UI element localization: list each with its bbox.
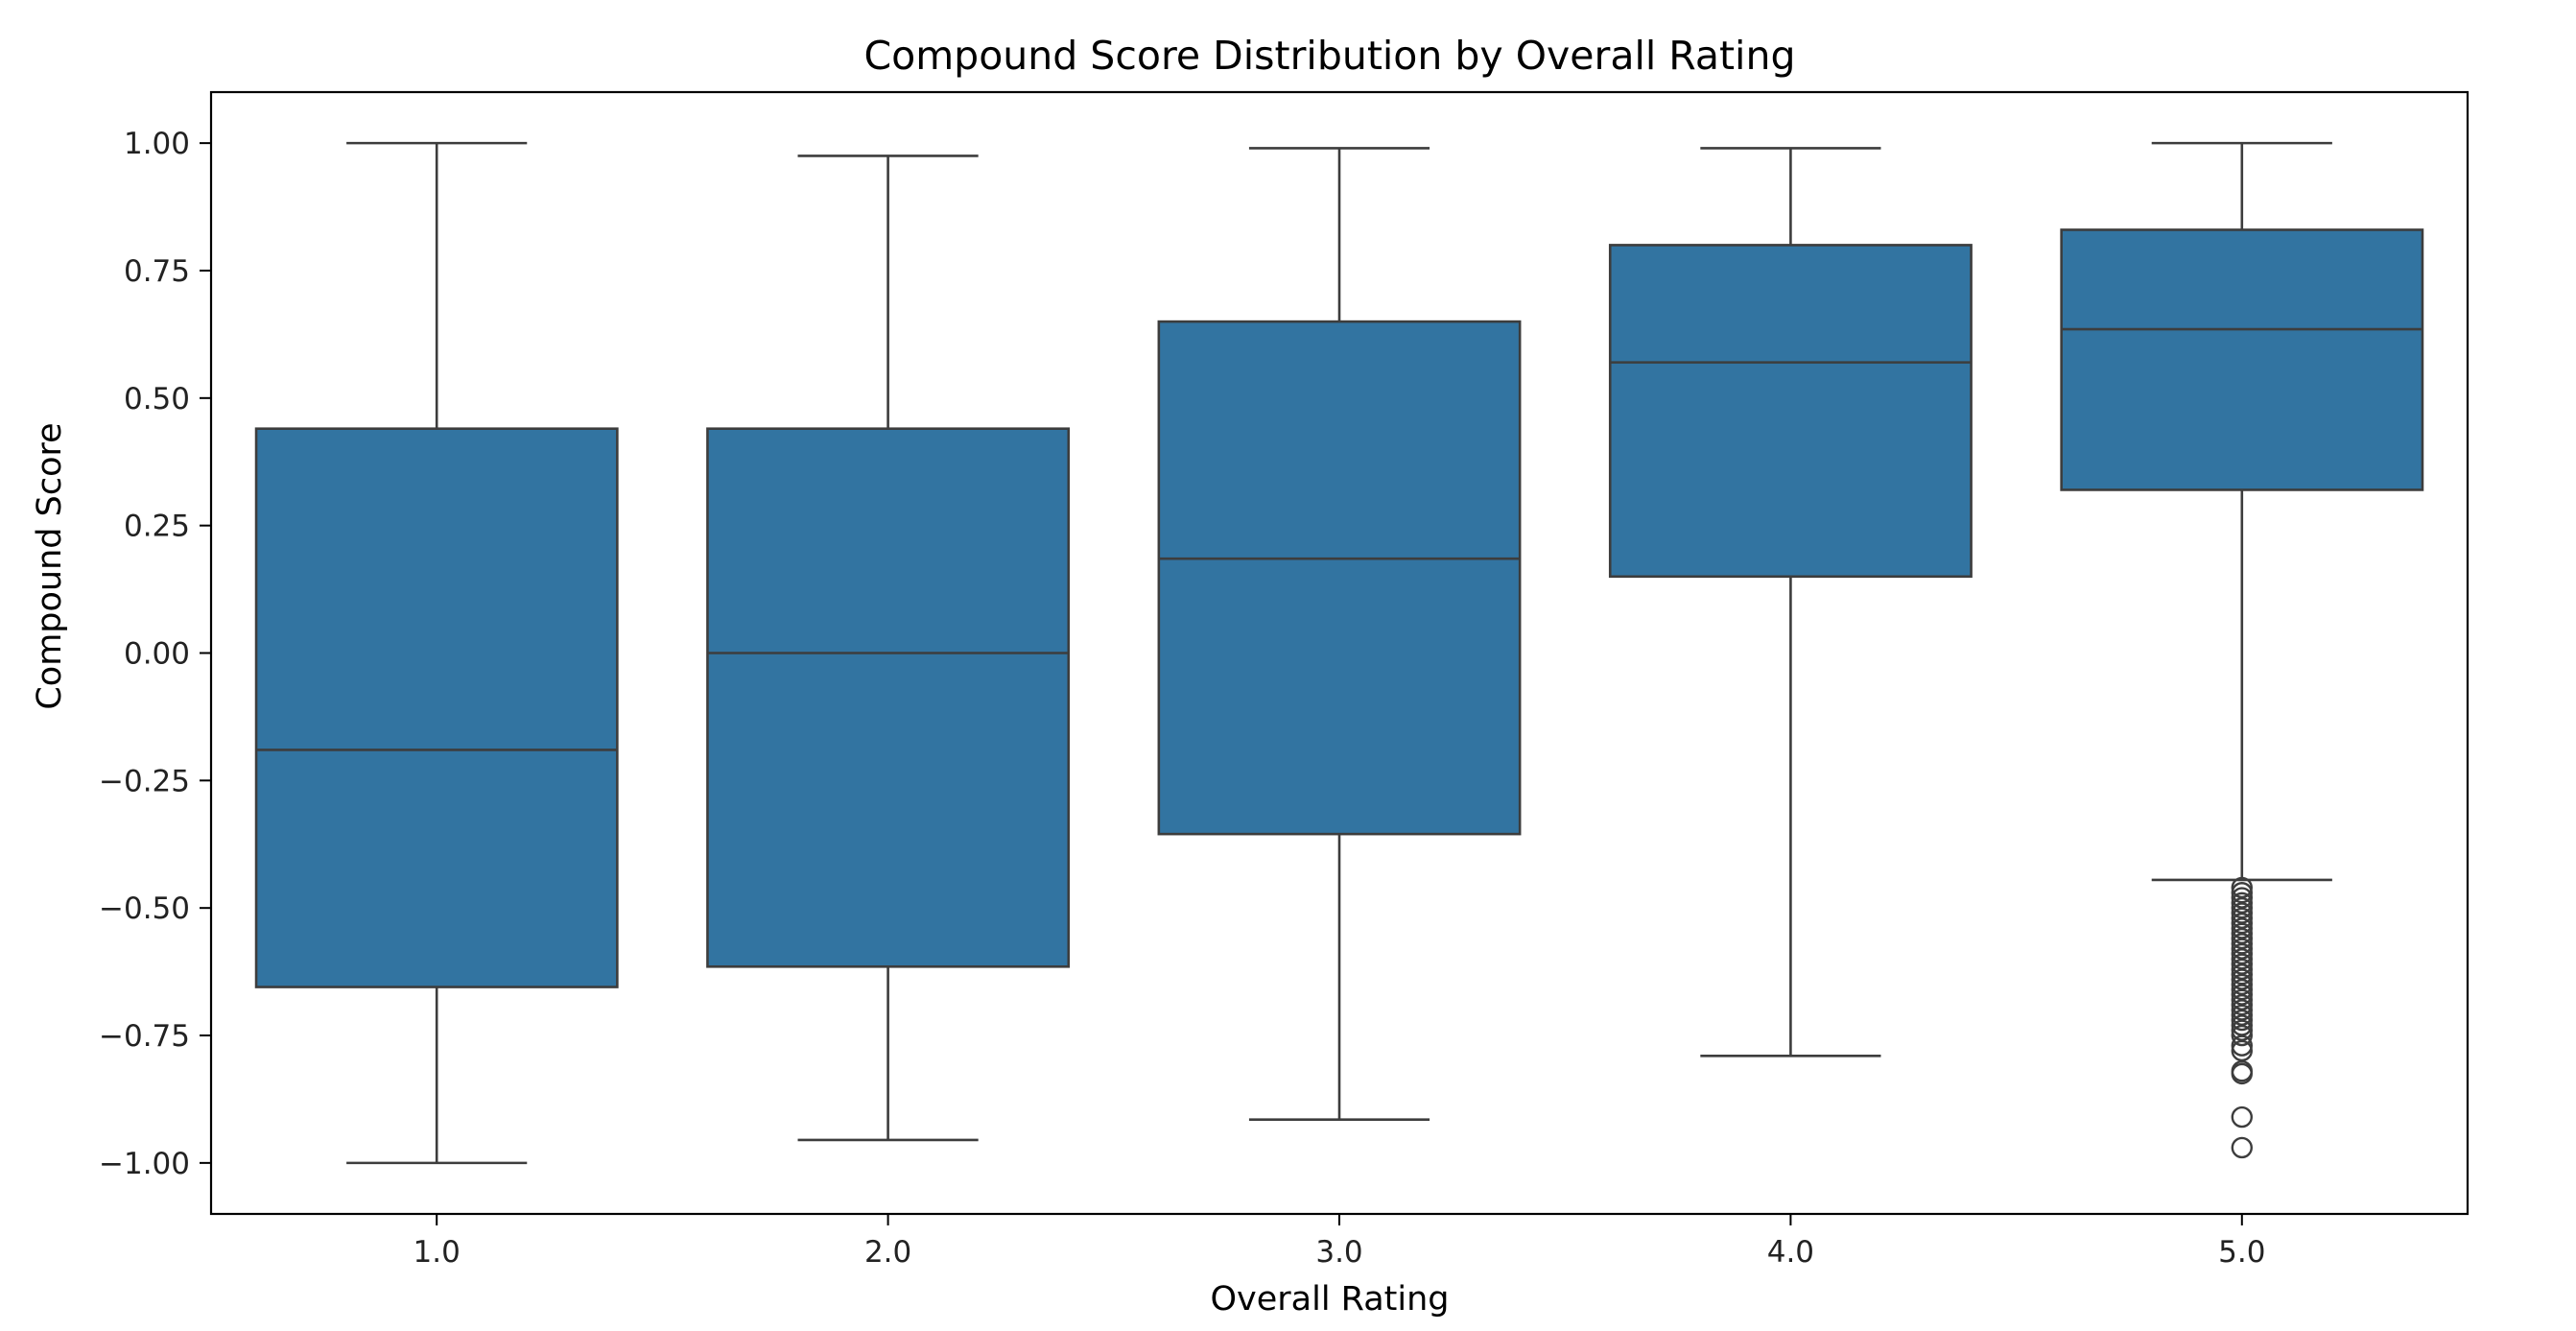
y-tick-label: 0.50 (124, 382, 190, 416)
y-tick-label: −0.75 (99, 1019, 190, 1054)
outlier-point (2231, 927, 2254, 950)
outlier-point (2231, 1014, 2254, 1036)
box-group-2.0 (706, 154, 1071, 1142)
outlier-point (2231, 999, 2254, 1021)
outlier-point (2231, 917, 2254, 939)
y-tick-label: 1.00 (124, 127, 190, 161)
plot-area: 1.0 2.0 3.0 4.0 5.0 1.00 0.75 0.50 0.25 0.00 −0.25… (99, 90, 2470, 1270)
outlier-point (2231, 882, 2254, 904)
outlier-point (2231, 958, 2254, 981)
outlier-point (2231, 938, 2254, 960)
iqr-box (1157, 320, 1522, 836)
outlier-point (2231, 978, 2254, 1001)
outlier-point (2231, 902, 2254, 924)
x-tick-label: 2.0 (864, 1235, 911, 1270)
iqr-box (2060, 228, 2424, 491)
outlier-point (2231, 922, 2254, 944)
outlier-point (2231, 907, 2254, 930)
y-tick-label: −1.00 (99, 1147, 190, 1181)
iqr-box (706, 427, 1071, 968)
outlier-point (2231, 1004, 2254, 1026)
outlier-point (2231, 1105, 2254, 1129)
box-group-4.0 (1608, 147, 1973, 1058)
box-group-1.0 (254, 141, 619, 1165)
outlier-point (2231, 876, 2254, 899)
y-tick-label: 0.75 (124, 254, 190, 289)
iqr-box (1608, 244, 1973, 579)
outlier-point (2231, 984, 2254, 1006)
outlier-point (2231, 953, 2254, 975)
y-axis-label: Compound Score (31, 422, 69, 709)
outlier-point (2231, 968, 2254, 990)
box-group-5.0 (2060, 141, 2424, 1159)
outlier-point (2231, 1062, 2254, 1085)
outlier-point (2231, 891, 2254, 915)
y-tick-label: 0.00 (124, 637, 190, 672)
outlier-point (2231, 973, 2254, 996)
outlier-point (2231, 942, 2254, 965)
outlier-point (2231, 1024, 2254, 1047)
outlier-point (2231, 887, 2254, 909)
x-tick-label: 4.0 (1767, 1235, 1814, 1270)
box-group-3.0 (1157, 147, 1522, 1121)
outlier-point (2231, 896, 2254, 919)
y-tick-label: 0.25 (124, 510, 190, 544)
outlier-point (2231, 948, 2254, 970)
outlier-point (2231, 1034, 2254, 1057)
chart-title: Compound Score Distribution by Overall R… (864, 33, 1796, 79)
outlier-point (2231, 963, 2254, 986)
outlier-point (2231, 1019, 2254, 1041)
y-tick-label: −0.25 (99, 764, 190, 798)
iqr-box (254, 427, 619, 988)
outlier-point (2231, 1009, 2254, 1032)
y-tick-label: −0.50 (99, 891, 190, 926)
x-tick-label: 1.0 (414, 1235, 461, 1270)
outlier-point (2231, 1136, 2254, 1159)
x-tick-label: 5.0 (2218, 1235, 2265, 1270)
outlier-point (2231, 912, 2254, 935)
outlier-point (2231, 1039, 2254, 1062)
outlier-point (2231, 993, 2254, 1016)
x-axis-label: Overall Rating (1210, 1280, 1449, 1319)
outlier-point (2231, 933, 2254, 955)
plot-frame (209, 90, 2470, 1216)
outlier-point (2231, 988, 2254, 1011)
x-tick-label: 3.0 (1315, 1235, 1362, 1270)
